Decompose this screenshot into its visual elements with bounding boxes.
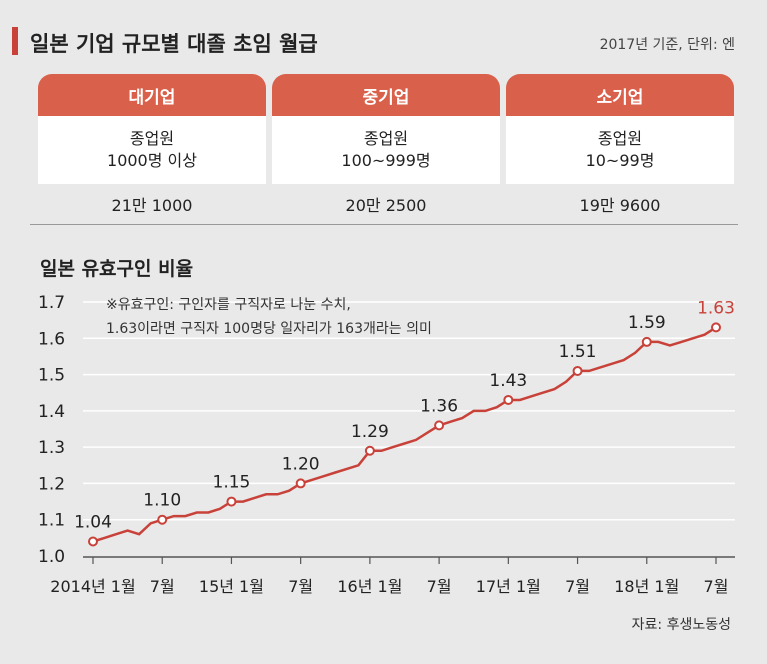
y-tick-label: 1.2 <box>38 474 65 494</box>
employees-cell-medium: 종업원 100~999명 <box>272 116 500 184</box>
x-tick-label: 7월 <box>704 577 729 596</box>
data-label: 1.10 <box>143 491 181 511</box>
series-line <box>92 326 717 543</box>
x-tick-label: 7월 <box>288 577 313 596</box>
data-point <box>226 496 237 507</box>
data-label: 1.63 <box>697 298 735 318</box>
x-tick-label: 17년 1월 <box>476 577 541 596</box>
data-point <box>572 365 583 376</box>
unit-note: 2017년 기준, 단위: 엔 <box>599 37 735 53</box>
employees-label: 종업원 <box>597 129 643 148</box>
column-header-medium: 중기업 <box>272 74 500 116</box>
y-tick-label: 1.3 <box>38 438 65 458</box>
data-point <box>641 336 652 347</box>
chart-annotation-line-1: ※유효구인: 구인자를 구직자로 나눈 수치, <box>106 297 351 313</box>
source-note: 자료: 후생노동성 <box>631 617 731 633</box>
data-label: 1.51 <box>559 342 597 362</box>
title-accent-bar <box>12 27 18 55</box>
x-tick-label: 18년 1월 <box>614 577 679 596</box>
y-tick-label: 1.5 <box>38 366 65 386</box>
data-point <box>295 478 306 489</box>
employees-range: 100~999명 <box>341 151 431 170</box>
employees-range: 1000명 이상 <box>107 151 197 170</box>
data-label: 1.43 <box>489 371 527 391</box>
chart-title: 일본 유효구인 비율 <box>40 258 194 280</box>
x-tick-label: 16년 1월 <box>337 577 402 596</box>
gridlines <box>83 301 735 558</box>
x-tick-label: 7월 <box>427 577 452 596</box>
x-axis: 2014년 1월 7월 15년 1월 7월 16년 1월 7월 17년 1월 7월 18년 1월… <box>50 557 728 596</box>
y-tick-label: 1.4 <box>38 402 65 422</box>
data-label: 1.29 <box>351 422 389 442</box>
data-point <box>434 420 445 431</box>
data-label: 1.04 <box>74 512 112 532</box>
data-point <box>364 445 375 456</box>
employees-range: 10~99명 <box>585 151 655 170</box>
wage-small: 19만 9600 <box>579 196 661 215</box>
data-point <box>711 322 721 333</box>
data-label: 1.15 <box>213 473 251 493</box>
data-label: 1.59 <box>628 313 666 333</box>
employees-label: 종업원 <box>129 129 175 148</box>
chart-annotation-line-2: 1.63이라면 구직자 100명당 일자리가 163개라는 의미 <box>106 321 432 337</box>
employees-label: 종업원 <box>363 129 409 148</box>
employees-cell-small: 종업원 10~99명 <box>506 116 734 184</box>
data-point <box>503 394 514 405</box>
y-axis: 1.0 1.1 1.2 1.3 1.4 1.5 1.6 1.7 <box>38 293 65 567</box>
data-label: 1.20 <box>282 454 320 474</box>
data-point <box>88 536 98 547</box>
x-tick-label: 7월 <box>150 577 175 596</box>
x-tick-label: 2014년 1월 <box>50 577 135 596</box>
data-label: 1.36 <box>420 396 458 416</box>
column-header-small: 소기업 <box>506 74 734 116</box>
x-tick-label: 15년 1월 <box>199 577 264 596</box>
wage-large: 21만 1000 <box>111 196 193 215</box>
y-tick-label: 1.6 <box>38 329 65 349</box>
section-divider <box>30 224 738 225</box>
data-point <box>157 514 168 525</box>
employees-cell-large: 종업원 1000명 이상 <box>38 116 266 184</box>
column-header-large: 대기업 <box>38 74 266 116</box>
page-title: 일본 기업 규모별 대졸 초임 월급 <box>30 32 318 56</box>
y-tick-label: 1.0 <box>38 547 65 567</box>
y-tick-label: 1.7 <box>38 293 65 313</box>
y-tick-label: 1.1 <box>38 511 65 531</box>
labeled-points: 1.04 1.10 1.15 1.20 1.29 1.36 1.43 1.51 1.59 1.63 <box>74 298 735 547</box>
x-tick-label: 7월 <box>565 577 590 596</box>
wage-medium: 20만 2500 <box>345 196 427 215</box>
